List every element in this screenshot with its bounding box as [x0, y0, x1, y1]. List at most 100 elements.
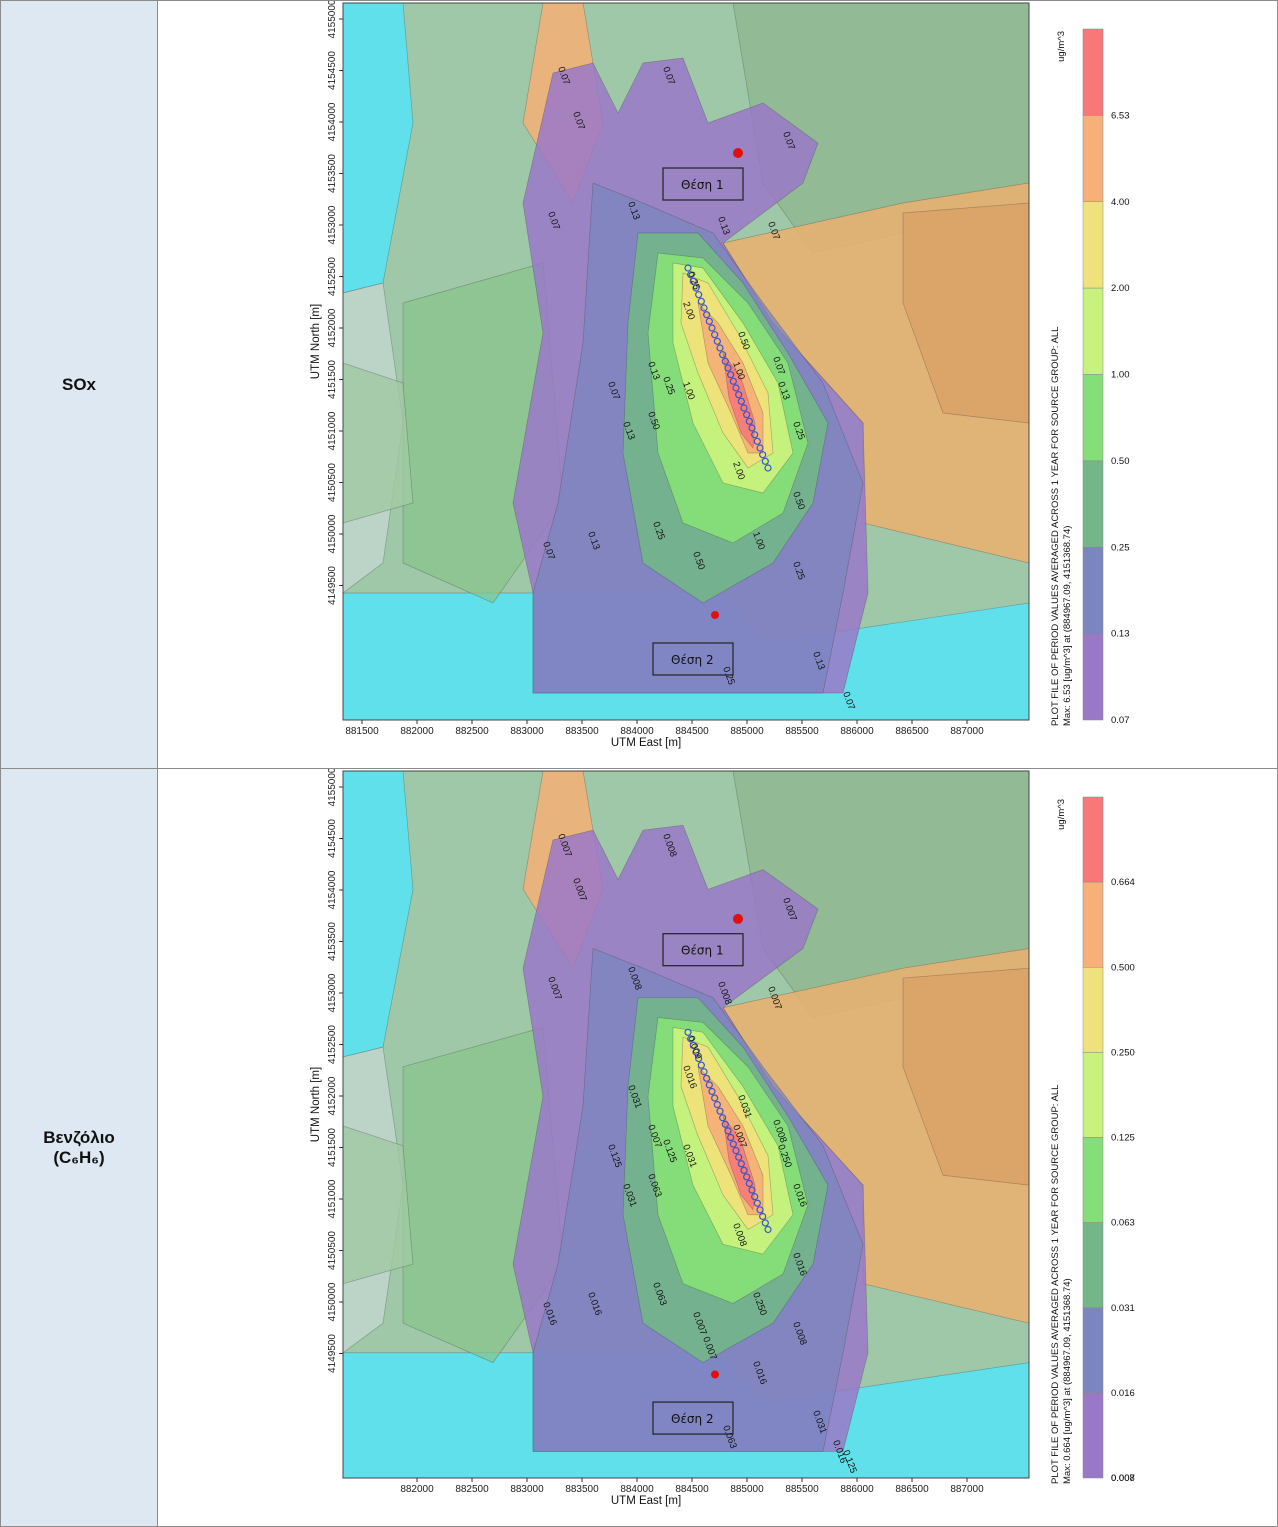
- x-tick-label: 883500: [565, 1484, 599, 1495]
- y-tick-label: 4152500: [327, 1025, 338, 1064]
- receptor-marker-2: [711, 611, 719, 619]
- color-legend: 0.664 0.500 0.250 0.125 0.063 0.031 0.016 0.008…: [1050, 796, 1135, 1484]
- legend-value: 0.500: [1111, 962, 1135, 973]
- x-tick-label: 886500: [895, 1484, 929, 1495]
- legend-value: 0.13: [1111, 629, 1130, 640]
- source-point-marker: [735, 391, 743, 399]
- legend-value: 2.00: [1111, 283, 1130, 294]
- source-point-marker: [716, 344, 724, 352]
- pollutant-label-benzene: Βενζόλιο (C₆H₆): [0, 768, 158, 1527]
- y-tick-label: 4153500: [327, 922, 338, 961]
- source-point-marker: [721, 357, 729, 365]
- source-point-marker: [719, 1114, 727, 1122]
- y-tick-label: 4149500: [327, 1334, 338, 1373]
- plot-title: PLOT FILE OF PERIOD VALUES AVERAGED ACRO…: [1050, 327, 1061, 726]
- source-point-marker: [745, 1179, 753, 1188]
- source-point-marker: [692, 1048, 700, 1056]
- terrain-zone: [343, 1125, 414, 1285]
- legend-value: 4.00: [1111, 197, 1130, 208]
- legend-value: 0.07: [1111, 715, 1130, 726]
- legend-value: 0.031: [1111, 1303, 1135, 1314]
- source-point-marker: [727, 1133, 735, 1142]
- legend-unit: ug/m^3: [1056, 31, 1067, 62]
- position-label-1: Θέση 1: [681, 178, 724, 192]
- dispersion-map-sox: 0.070.070.070.070.130.07 0.13 0.070.252.00…: [310, 1, 1130, 749]
- y-tick-label: 4150000: [327, 514, 338, 553]
- x-tick-label: 884500: [675, 726, 709, 737]
- position-box-1: [662, 167, 744, 201]
- position-box-2: [652, 1401, 734, 1435]
- map-area: 0.070.070.070.070.130.07 0.13 0.070.252.00…: [310, 1, 1030, 749]
- legend-value: 0.008: [1111, 1473, 1135, 1484]
- legend-value: 0.50: [1111, 456, 1130, 467]
- source-point-marker: [711, 1094, 719, 1102]
- map-layers: 0.070.070.070.070.130.07 0.13 0.070.252.00…: [343, 3, 1029, 720]
- source-point-marker: [703, 1074, 711, 1082]
- legend-swatch: [1082, 1052, 1104, 1138]
- position-label-1: Θέση 1: [681, 944, 724, 958]
- y-tick-label: 4154000: [327, 870, 338, 909]
- legend-unit: ug/m^3: [1056, 799, 1067, 830]
- legend-value: 0.664: [1111, 877, 1135, 888]
- x-tick-label: 887000: [950, 1484, 984, 1495]
- y-tick-label: 4152500: [327, 257, 338, 296]
- x-tick-label: 884000: [620, 726, 654, 737]
- legend-value: 0.125: [1111, 1133, 1135, 1144]
- sea-region: [343, 3, 414, 294]
- y-tick-label: 4153500: [327, 154, 338, 193]
- legend-swatch: [1082, 881, 1104, 968]
- position-label-2: Θέση 2: [671, 653, 714, 667]
- source-point-marker: [756, 1206, 764, 1214]
- y-tick-label: 4150000: [327, 1282, 338, 1321]
- x-tick-label: 885000: [730, 726, 764, 737]
- source-point-marker: [689, 1041, 697, 1050]
- source-point-marker: [687, 271, 695, 279]
- legend-value: 0.063: [1111, 1218, 1135, 1229]
- source-point-marker: [759, 1212, 767, 1220]
- source-point-marker: [737, 397, 745, 405]
- source-point-marker: [727, 371, 735, 379]
- source-point-marker: [743, 411, 751, 419]
- source-point-marker: [751, 1193, 759, 1201]
- legend-value: 6.53: [1111, 110, 1130, 121]
- source-point-marker: [756, 444, 764, 452]
- source-point-marker: [692, 284, 700, 292]
- y-tick-label: 4151500: [327, 360, 338, 399]
- legend-swatch: [1082, 796, 1104, 883]
- x-tick-label: 887000: [950, 726, 984, 737]
- color-legend: 6.53 4.00 2.00 1.00 0.50 0.25 0.13 0.07 ug/m^3 PL…: [1050, 28, 1130, 726]
- legend-swatch: [1082, 460, 1104, 548]
- legend-swatch: [1082, 1137, 1104, 1223]
- source-point-marker: [705, 317, 713, 325]
- table-row-benzene: Βενζόλιο (C₆H₆) 0.007 0.007 0.008 0.007 0.00…: [0, 768, 1278, 1527]
- source-point-marker: [711, 331, 719, 339]
- plot-max-value: Max: 0.664 [ug/m^3] at (884967.09, 41513…: [1062, 1278, 1073, 1484]
- source-point-marker: [708, 1087, 716, 1096]
- source-point-marker: [716, 1107, 724, 1115]
- position-label-2: Θέση 2: [671, 1412, 714, 1426]
- y-tick-label: 4153000: [327, 973, 338, 1012]
- legend-swatch: [1082, 1222, 1104, 1308]
- x-tick-label: 882500: [455, 726, 489, 737]
- plot-cell-sox: 0.07 0.07 0.07 0.07 0.13 0.07 0.13 0.07 0.25 2.00…: [157, 0, 1278, 769]
- source-point-marker: [764, 464, 772, 472]
- x-tick-label: 882000: [400, 1484, 434, 1495]
- source-point-marker: [719, 351, 727, 359]
- source-point-marker: [748, 424, 756, 432]
- pollutant-label-sox: SOx: [0, 0, 158, 769]
- legend-swatch: [1082, 1392, 1104, 1479]
- y-tick-label: 4151000: [327, 1179, 338, 1218]
- source-point-marker: [700, 1068, 708, 1076]
- source-point-marker: [729, 1140, 737, 1148]
- source-point-marker: [700, 304, 708, 312]
- source-point-marker: [729, 377, 737, 385]
- receptor-marker-1: [733, 148, 743, 158]
- pollutant-formula: (C₆H₆): [53, 1147, 105, 1167]
- map-frame: [342, 2, 1030, 721]
- receptor-marker-1: [733, 913, 743, 924]
- terrain-zone: [902, 967, 1029, 1186]
- receptor-marker-2: [711, 1370, 719, 1379]
- source-point-marker: [724, 364, 732, 372]
- y-tick-label: 4153000: [327, 205, 338, 244]
